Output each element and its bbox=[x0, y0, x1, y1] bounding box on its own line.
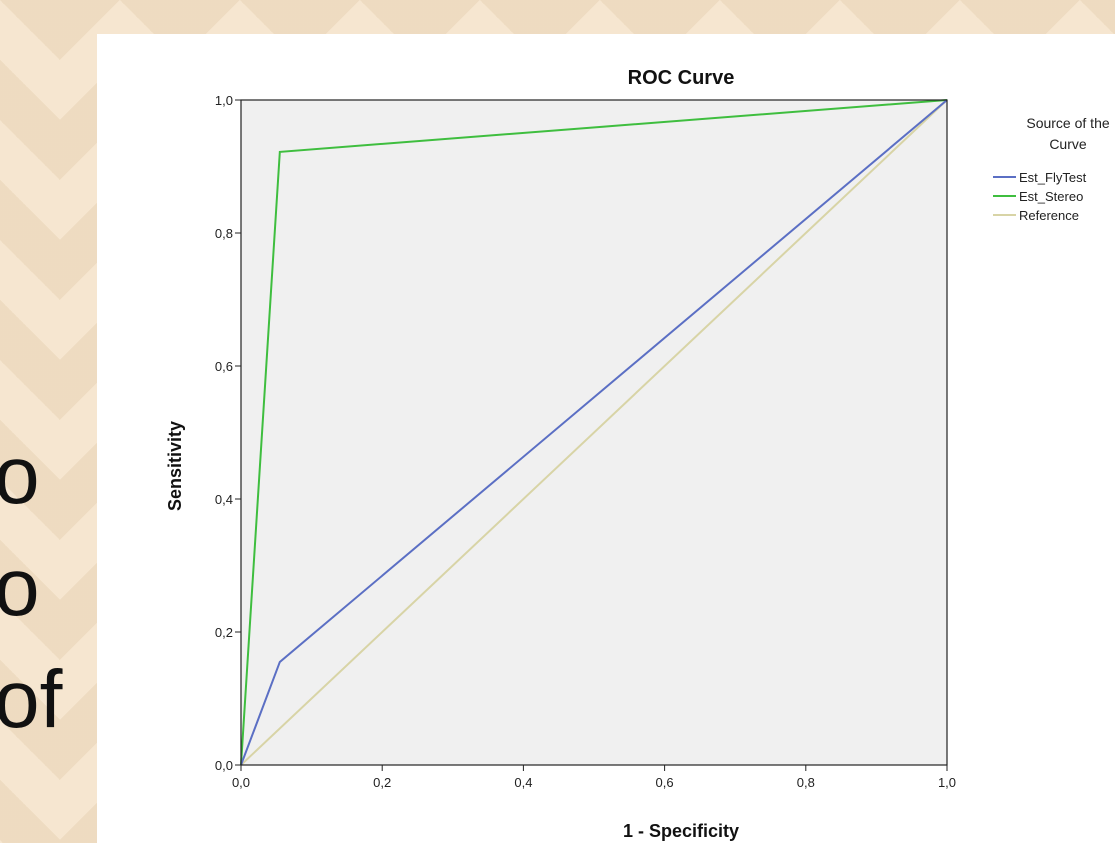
side-text-line: o bbox=[0, 430, 40, 521]
chart-panel: ROC Curve 0,0 0,2 0,4 0,6 0,8 1,0 0,0 0,2 0,4 0,6… bbox=[97, 34, 1115, 843]
background-slide-text: o o of bbox=[0, 420, 100, 756]
series-line-est-stereo bbox=[240, 99, 948, 766]
series-line-est-flytest bbox=[240, 99, 948, 766]
chart-title: ROC Curve bbox=[628, 67, 735, 89]
x-tick-label: 0,2 bbox=[373, 775, 391, 790]
side-text-line: o bbox=[0, 542, 40, 633]
legend-title-line: Source of the bbox=[1026, 115, 1109, 131]
y-tick-label: 0,0 bbox=[215, 758, 233, 773]
x-tick-label: 0,4 bbox=[514, 775, 532, 790]
y-axis-title: Sensitivity bbox=[165, 421, 185, 511]
legend-label-est-flytest: Est_FlyTest bbox=[1019, 170, 1087, 185]
x-tick-label: 0,6 bbox=[656, 775, 674, 790]
y-tick-label: 0,4 bbox=[215, 492, 233, 507]
legend-label-reference: Reference bbox=[1019, 208, 1079, 223]
legend: Source of the Curve Est_FlyTest Est_Stere… bbox=[993, 115, 1110, 223]
side-text-line: of bbox=[0, 654, 63, 745]
y-tick-label: 1,0 bbox=[215, 93, 233, 108]
x-tick-label: 1,0 bbox=[938, 775, 956, 790]
y-tick-label: 0,8 bbox=[215, 226, 233, 241]
series-line-reference bbox=[240, 99, 948, 766]
roc-chart: ROC Curve 0,0 0,2 0,4 0,6 0,8 1,0 0,0 0,2 0,4 0,6… bbox=[165, 67, 1110, 841]
y-tick-label: 0,6 bbox=[215, 359, 233, 374]
y-tick-label: 0,2 bbox=[215, 625, 233, 640]
x-axis-title: 1 - Specificity bbox=[623, 821, 739, 841]
x-tick-label: 0,8 bbox=[797, 775, 815, 790]
x-tick-label: 0,0 bbox=[232, 775, 250, 790]
plot-frame bbox=[240, 99, 948, 766]
legend-title-line: Curve bbox=[1049, 136, 1087, 152]
legend-label-est-stereo: Est_Stereo bbox=[1019, 189, 1083, 204]
